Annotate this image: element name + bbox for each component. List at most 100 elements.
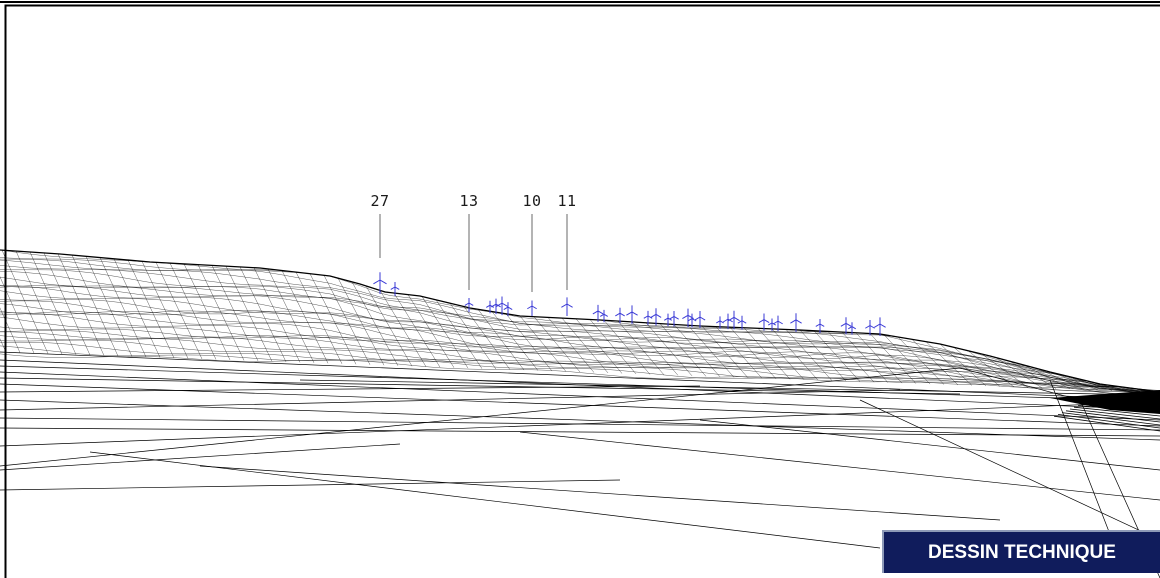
wind-turbine <box>773 315 783 332</box>
wind-turbine <box>687 313 697 328</box>
mesh-cross-line <box>477 309 525 371</box>
wind-turbine <box>865 320 875 336</box>
mesh-cross-line <box>645 322 693 377</box>
mesh-cross-line <box>351 281 399 366</box>
slab-hatch-line <box>1081 403 1160 411</box>
turbine-blade <box>733 316 740 322</box>
turbine-blade <box>815 323 821 327</box>
foreground-line <box>699 419 1160 471</box>
mesh-row-line <box>0 341 1160 393</box>
callout-11: 11 <box>557 192 576 290</box>
mesh-cross-line <box>99 257 147 358</box>
mesh-cross-line <box>589 319 637 375</box>
turbine-blade <box>682 314 689 320</box>
mesh-row-line <box>0 269 1160 393</box>
turbine-blade <box>373 279 381 285</box>
foreground-line <box>0 371 1160 421</box>
mesh-row-line <box>0 326 1160 393</box>
turbine-blade <box>655 313 662 318</box>
foreground-line <box>89 451 881 549</box>
mesh-row-line <box>0 312 1160 393</box>
mesh-cross-line <box>967 350 1015 388</box>
mesh-cross-line <box>309 273 357 365</box>
mesh-cross-line <box>1009 361 1057 389</box>
turbine-blade <box>491 303 497 308</box>
mesh-cross-line <box>827 331 875 383</box>
mesh-cross-line <box>813 330 861 382</box>
mesh-cross-line <box>687 325 735 378</box>
mesh-cross-line <box>897 336 945 385</box>
foreground-line <box>0 417 1160 431</box>
mesh-cross-line <box>1 250 49 354</box>
turbine-blade <box>727 318 733 323</box>
mesh-cross-line <box>631 321 679 376</box>
mesh-cross-line <box>995 357 1043 389</box>
mesh-cross-line <box>883 334 931 385</box>
mesh-cross-line <box>225 266 273 362</box>
turbine-blade <box>496 302 503 307</box>
mesh-cross-line <box>15 250 63 355</box>
mesh-cross-line <box>841 331 889 383</box>
drawing-type-badge: DESSIN TECHNIQUE <box>882 530 1160 573</box>
mesh-cross-line <box>463 306 511 370</box>
drawing-border <box>4 4 1160 578</box>
mesh-row-line <box>0 303 1160 395</box>
mesh-cross-line <box>911 339 959 386</box>
turbine-blade <box>390 286 396 290</box>
mesh-cross-line <box>281 270 329 364</box>
callout-label-10: 10 <box>522 192 541 210</box>
slab-hatch-line <box>1057 414 1160 429</box>
wind-turbine <box>737 315 747 330</box>
mesh-cross-line <box>253 267 301 363</box>
turbine-blade <box>777 320 783 325</box>
foreground-line <box>0 427 1160 437</box>
turbine-blade <box>845 322 852 327</box>
turbine-blade <box>597 310 604 315</box>
foreground-line <box>0 383 1160 427</box>
turbine-blade <box>737 320 743 324</box>
mesh-row-line <box>0 276 1160 393</box>
mesh-row-line <box>0 284 1160 396</box>
slab-hatch-line <box>1073 406 1160 417</box>
mesh-cross-line <box>617 320 665 376</box>
foreground-line <box>0 403 1101 447</box>
turbine-blade <box>531 305 537 310</box>
mesh-cross-line <box>771 328 819 381</box>
mesh-cross-line <box>421 296 469 369</box>
mesh-cross-line <box>85 256 133 357</box>
mesh-cross-line <box>155 262 203 360</box>
wind-turbine <box>643 310 653 325</box>
wind-turbine <box>716 316 724 329</box>
mesh-cross-line <box>519 315 567 372</box>
turbine-blade <box>619 312 625 317</box>
mesh-cross-line <box>491 311 539 371</box>
mesh-row-line <box>0 290 1160 393</box>
foreground-line <box>859 399 1160 541</box>
turbine-blade <box>763 319 770 324</box>
turbine-blade <box>379 279 387 285</box>
mesh-cross-line <box>365 285 413 367</box>
callout-10: 10 <box>522 192 541 292</box>
mesh-row-line <box>0 311 1160 393</box>
turbine-blade <box>486 304 491 308</box>
turbine-blade <box>650 313 657 318</box>
foreground-line <box>299 379 1160 396</box>
turbine-blade <box>501 302 508 307</box>
mesh-cross-line <box>407 294 455 368</box>
turbine-blade <box>874 323 881 328</box>
wind-turbine <box>758 313 770 331</box>
mesh-row-line <box>0 353 1160 393</box>
foreground-line <box>0 385 701 393</box>
mesh-cross-line <box>267 268 315 363</box>
wind-turbine <box>615 307 625 324</box>
mesh-cross-line <box>757 328 805 380</box>
slab-hatch-line <box>1053 415 1160 432</box>
mesh-row-line <box>0 300 1160 397</box>
mesh-cross-line <box>183 263 231 361</box>
turbine-blade <box>790 319 797 324</box>
turbine-blade <box>691 318 697 322</box>
mesh-cross-line <box>533 316 581 373</box>
turbine-blade <box>647 315 653 319</box>
